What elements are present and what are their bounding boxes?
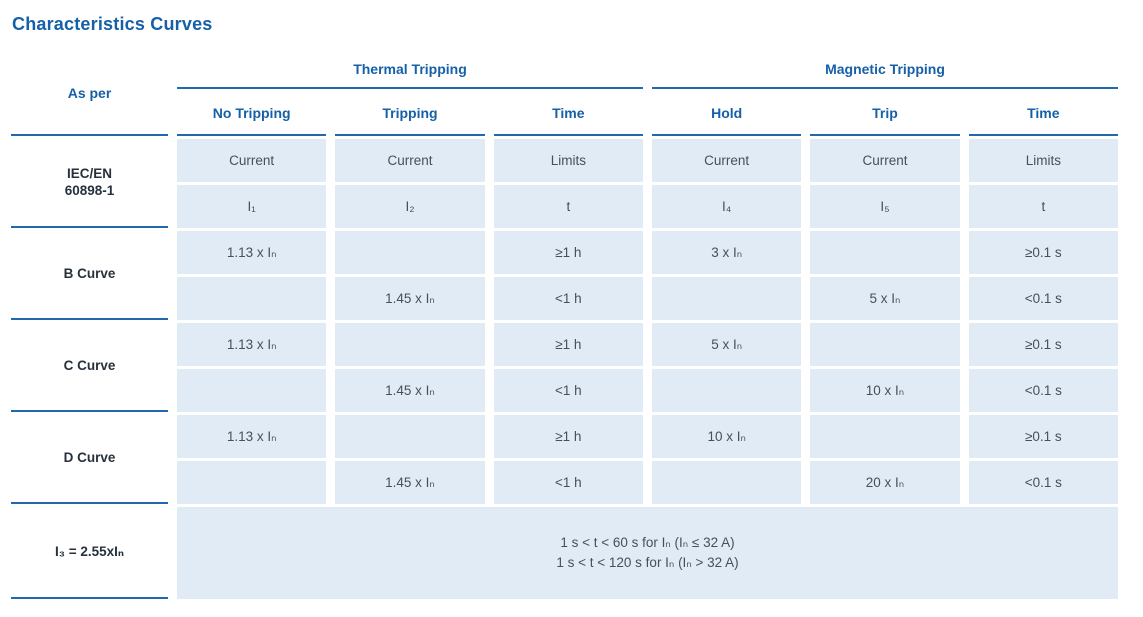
subheader-tripping: Tripping <box>335 92 485 136</box>
table-cell: Limits <box>493 139 643 182</box>
table-cell: ≥1 h <box>493 415 643 458</box>
row-group-label-d-curve: D Curve <box>11 415 168 504</box>
row-group-label-c-curve: C Curve <box>11 323 168 412</box>
table-cell: t <box>493 185 643 228</box>
table-cell <box>810 415 960 458</box>
table-cell: <1 h <box>493 277 643 320</box>
table-cell: 1.13 x Iₙ <box>177 231 327 274</box>
table-cell <box>177 461 327 504</box>
table-cell: I₄ <box>651 185 802 228</box>
subheader-no-tripping: No Tripping <box>177 92 327 136</box>
table-cell: 20 x Iₙ <box>810 461 960 504</box>
characteristics-table: As per Thermal Tripping Magnetic Trippin… <box>11 51 1118 599</box>
table-cell: Limits <box>968 139 1118 182</box>
table-cell: 3 x Iₙ <box>651 231 802 274</box>
table-cell <box>335 323 485 366</box>
table-cell: Current <box>177 139 327 182</box>
i3-note-cell: 1 s < t < 60 s for Iₙ (Iₙ ≤ 32 A) 1 s < … <box>177 507 1118 599</box>
table-cell: <1 h <box>493 461 643 504</box>
table-cell: <1 h <box>493 369 643 412</box>
table-cell <box>177 277 327 320</box>
table-cell: 1.45 x Iₙ <box>335 277 485 320</box>
table-cell: Current <box>651 139 802 182</box>
table-cell: ≥1 h <box>493 323 643 366</box>
subheader-hold: Hold <box>651 92 802 136</box>
table-cell: ≥0.1 s <box>968 323 1118 366</box>
table-cell: 5 x Iₙ <box>651 323 802 366</box>
table-cell: t <box>968 185 1118 228</box>
table-cell <box>810 231 960 274</box>
table-cell <box>651 277 802 320</box>
table-cell: 1.45 x Iₙ <box>335 461 485 504</box>
table-cell: <0.1 s <box>968 277 1118 320</box>
table-cell: ≥0.1 s <box>968 231 1118 274</box>
subheader-thermal-time: Time <box>493 92 643 136</box>
subheader-trip: Trip <box>810 92 960 136</box>
table-cell <box>177 369 327 412</box>
table-cell: I₂ <box>335 185 485 228</box>
table-cell: 10 x Iₙ <box>810 369 960 412</box>
page: Characteristics Curves As per Thermal Tr… <box>11 14 1118 599</box>
table-cell: ≥1 h <box>493 231 643 274</box>
table-cell: 10 x Iₙ <box>651 415 802 458</box>
table-cell: ≥0.1 s <box>968 415 1118 458</box>
table-cell: I₅ <box>810 185 960 228</box>
as-per-header: As per <box>11 51 168 136</box>
table-cell <box>651 461 802 504</box>
thermal-tripping-group-header: Thermal Tripping <box>177 51 643 89</box>
table-cell <box>335 231 485 274</box>
table-cell <box>810 323 960 366</box>
subheader-magnetic-time: Time <box>968 92 1118 136</box>
table-cell <box>651 369 802 412</box>
magnetic-tripping-group-header: Magnetic Tripping <box>651 51 1118 89</box>
row-group-label-i3: I₃ = 2.55xIₙ <box>11 507 168 599</box>
i3-note-line-2: 1 s < t < 120 s for Iₙ (Iₙ > 32 A) <box>556 555 739 570</box>
table-cell: <0.1 s <box>968 461 1118 504</box>
table-cell <box>335 415 485 458</box>
table-cell: 5 x Iₙ <box>810 277 960 320</box>
table-cell: Current <box>335 139 485 182</box>
row-group-label-b-curve: B Curve <box>11 231 168 320</box>
page-title: Characteristics Curves <box>12 14 213 34</box>
row-group-label-iec: IEC/EN 60898-1 <box>11 139 168 228</box>
table-cell: 1.13 x Iₙ <box>177 415 327 458</box>
table-cell: <0.1 s <box>968 369 1118 412</box>
table-cell: 1.45 x Iₙ <box>335 369 485 412</box>
i3-note-line-1: 1 s < t < 60 s for Iₙ (Iₙ ≤ 32 A) <box>560 535 735 550</box>
table-cell: I₁ <box>177 185 327 228</box>
table-cell: Current <box>810 139 960 182</box>
table-cell: 1.13 x Iₙ <box>177 323 327 366</box>
